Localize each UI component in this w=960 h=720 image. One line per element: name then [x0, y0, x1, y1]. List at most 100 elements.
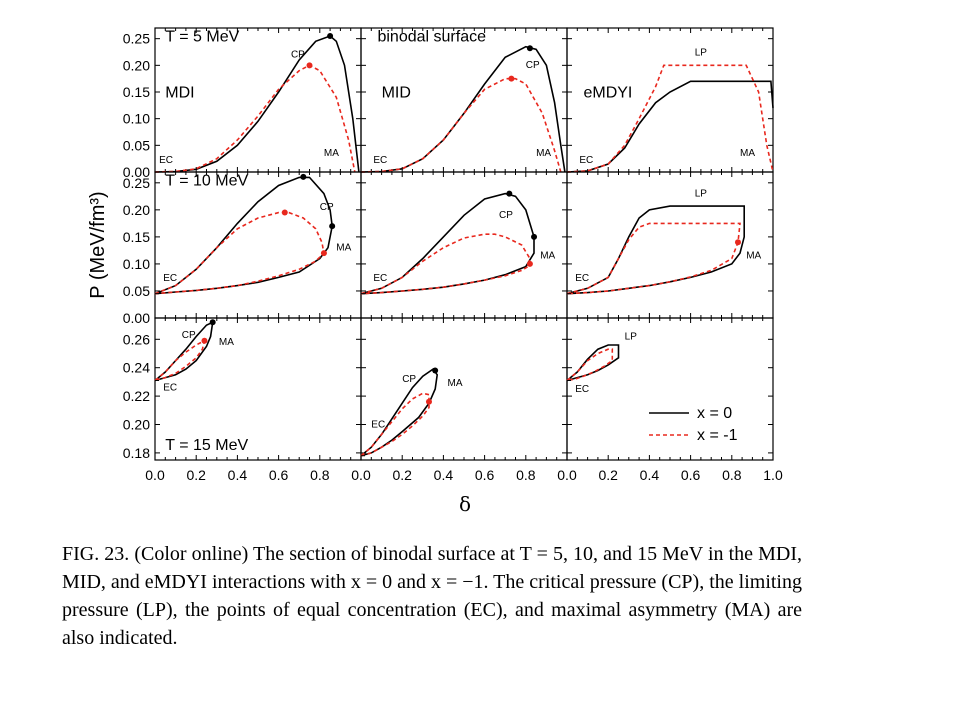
y-tick-label: 0.10 — [123, 256, 150, 272]
x-tick-label: 0.6 — [269, 467, 289, 483]
x-tick-label: 0.6 — [681, 467, 701, 483]
point-annotation: LP — [695, 48, 708, 59]
point-marker — [506, 190, 513, 197]
y-tick-label: 0.20 — [123, 57, 150, 73]
x-tick-label: 0.4 — [640, 467, 660, 483]
x-tick-label: 0.4 — [228, 467, 248, 483]
point-annotation: MA — [336, 242, 351, 253]
y-tick-label: 0.18 — [123, 445, 150, 461]
point-annotation: EC — [163, 273, 177, 284]
point-annotation: EC — [575, 384, 589, 395]
x-tick-label: 0.2 — [186, 467, 206, 483]
point-marker — [201, 337, 208, 344]
panel-frame — [154, 171, 362, 319]
panel-label: MID — [382, 84, 411, 101]
y-tick-label: 0.22 — [123, 388, 150, 404]
point-annotation: EC — [159, 155, 173, 166]
series-x-minus-1 — [566, 348, 614, 382]
point-annotation: EC — [579, 155, 593, 166]
figure-caption: FIG. 23. (Color online) The section of b… — [62, 543, 802, 649]
point-annotation: CP — [291, 49, 305, 60]
x-tick-label: 0.4 — [434, 467, 454, 483]
y-tick-label: 0.20 — [123, 202, 150, 218]
x-axis-title: δ — [459, 492, 471, 516]
point-annotation: CP — [499, 210, 513, 221]
point-annotation: CP — [526, 60, 540, 71]
point-marker — [526, 45, 533, 52]
panel-frame — [360, 171, 568, 319]
point-marker — [300, 173, 307, 180]
x-tick-label: 0.2 — [598, 467, 618, 483]
y-tick-label: 0.25 — [123, 31, 150, 47]
x-tick-label: 1.0 — [763, 467, 783, 483]
point-annotation: CP — [402, 374, 416, 385]
point-annotation: MA — [448, 378, 463, 389]
point-annotation: MA — [324, 148, 339, 159]
x-tick-label: 0.8 — [516, 467, 536, 483]
panel-frame — [566, 317, 774, 461]
panel-label: T = 10 MeV — [165, 173, 248, 190]
x-tick-label: 0.6 — [475, 467, 495, 483]
series-x-0 — [154, 176, 334, 295]
y-tick-label: 0.26 — [123, 331, 150, 347]
point-marker — [281, 209, 288, 216]
series-x-minus-1 — [566, 222, 741, 295]
point-marker — [432, 367, 439, 374]
point-annotation: MA — [746, 251, 761, 262]
point-annotation: EC — [371, 419, 385, 430]
x-tick-label: 0.0 — [351, 467, 371, 483]
x-tick-label: 0.8 — [310, 467, 330, 483]
panel-label: MDI — [165, 84, 194, 101]
series-x-minus-1 — [360, 77, 562, 173]
x-tick-label: 0.0 — [145, 467, 165, 483]
binodal-figure: P (MeV/fm³) δ 0.000.050.100.150.200.250.… — [87, 27, 783, 516]
y-tick-label: 0.15 — [123, 229, 150, 245]
point-annotation: CP — [320, 202, 334, 213]
y-tick-label: 0.15 — [123, 84, 150, 100]
y-tick-label: 0.00 — [123, 164, 150, 180]
panel-label: T = 15 MeV — [165, 437, 248, 454]
series-x-0 — [566, 205, 745, 295]
point-marker — [329, 223, 336, 230]
series-x-minus-1 — [566, 64, 774, 173]
panel-label: T = 5 MeV — [165, 28, 239, 45]
point-marker — [734, 239, 741, 246]
legend-label: x = 0 — [697, 405, 732, 422]
point-annotation: EC — [575, 273, 589, 284]
point-marker — [508, 75, 515, 82]
x-tick-label: 0.2 — [392, 467, 412, 483]
y-tick-label: 0.00 — [123, 310, 150, 326]
series-x-0 — [566, 344, 620, 382]
y-tick-label: 0.10 — [123, 111, 150, 127]
point-marker — [209, 319, 216, 326]
point-annotation: EC — [163, 382, 177, 393]
series-x-minus-1 — [154, 211, 325, 295]
series-x-minus-1 — [360, 233, 531, 295]
point-annotation: MA — [540, 251, 555, 262]
y-tick-label: 0.20 — [123, 417, 150, 433]
series-x-minus-1 — [154, 64, 356, 173]
point-annotation: EC — [373, 155, 387, 166]
point-marker — [425, 398, 432, 405]
series-x-0 — [360, 367, 439, 457]
point-annotation: EC — [373, 273, 387, 284]
point-annotation: LP — [625, 331, 638, 342]
x-tick-label: 0.8 — [722, 467, 742, 483]
y-tick-label: 0.25 — [123, 175, 150, 191]
y-axis-title: P (MeV/fm³) — [87, 191, 109, 298]
legend-label: x = -1 — [697, 427, 738, 444]
point-marker — [320, 250, 327, 257]
y-tick-label: 0.24 — [123, 360, 150, 376]
point-marker — [531, 233, 538, 240]
point-annotation: MA — [740, 148, 755, 159]
point-marker — [306, 62, 313, 69]
point-marker — [526, 260, 533, 267]
y-tick-label: 0.05 — [123, 137, 150, 153]
point-annotation: CP — [182, 330, 196, 341]
panel-label: eMDYI — [583, 84, 632, 101]
panel-label: binodal surface — [377, 28, 486, 45]
point-marker — [327, 33, 334, 39]
x-tick-label: 0.0 — [557, 467, 577, 483]
point-annotation: LP — [695, 188, 708, 199]
y-tick-label: 0.05 — [123, 283, 150, 299]
